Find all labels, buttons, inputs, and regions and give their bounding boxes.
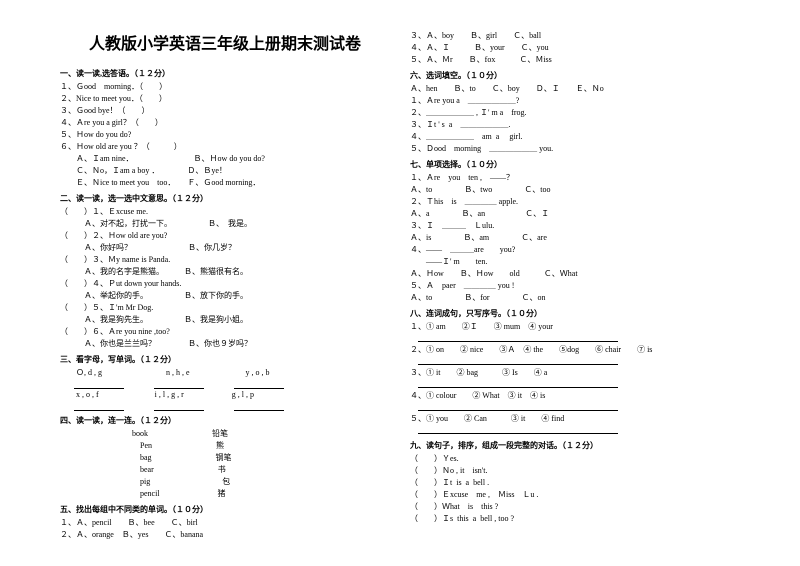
left-column: 人教版小学英语三年级上册期末测试卷 一、读一读,选答语。（１２分） １、Ｇood… — [50, 30, 400, 536]
q: ６、Ｈow old are you ？（ ） — [60, 141, 390, 153]
answer-line — [410, 356, 740, 367]
q: Ａ、对不起，打扰一下。 Ｂ、 我是。 — [60, 218, 390, 230]
exam-title: 人教版小学英语三年级上册期末测试卷 — [60, 30, 390, 54]
section6-head: 六、选词填空。（１０分） — [410, 70, 740, 81]
q: x , o , f i , l , g , r g , l , p — [60, 389, 390, 401]
q: （ ）Ｅxcuse me , Ｍiss Ｌu . — [410, 489, 740, 501]
q: ３、Ａ、boy Ｂ、girl Ｃ、ball — [410, 30, 740, 42]
q: ３、① it ② bag ③ Is ④ a — [410, 367, 740, 379]
section7-head: 七、单项选择。（１０分） — [410, 159, 740, 170]
q: Ａ、我是狗先生。 Ｂ、我是狗小姐。 — [60, 314, 390, 326]
q: （ ）４、Ｐut down your hands. — [60, 278, 390, 290]
q: book 铅笔 — [60, 428, 390, 440]
answer-line — [410, 425, 740, 436]
q: １、① am ②Ｉ ③ mum ④ your — [410, 321, 740, 333]
q: Ｅ、Ｎice to meet you too． Ｆ、Ｇood morning． — [60, 177, 390, 189]
q: （ ）Ｉs this a bell , too ? — [410, 513, 740, 525]
q: （ ）Ｙes. — [410, 453, 740, 465]
q: Pen 熊 — [60, 440, 390, 452]
q: ２、Ｔhis is ＿＿＿＿ apple. — [410, 196, 740, 208]
q: ５、Ｄood morning ＿＿＿＿＿＿ you. — [410, 143, 740, 155]
q: bear 书 — [60, 464, 390, 476]
q: Ａ、你好吗？ Ｂ、你几岁？ — [60, 242, 390, 254]
q: ５、Ａ、Ｍr Ｂ、fox Ｃ、Ｍiss — [410, 54, 740, 66]
q: Ａ、Ｉam nine． Ｂ、Ｈow do you do? — [60, 153, 390, 165]
q: ２、Nice to meet you．（ ） — [60, 93, 390, 105]
q: ３、Ｇood bye！（ ） — [60, 105, 390, 117]
section9-head: 九、读句子，排序，组成一段完整的对话。（１２分） — [410, 440, 740, 451]
q: １、Ａ、pencil Ｂ、bee Ｃ、birl — [60, 517, 390, 529]
section5-head: 五、找出每组中不同类的单词。（１０分） — [60, 504, 390, 515]
answer-line — [410, 379, 740, 390]
q: Ａ、to Ｂ、for Ｃ、on — [410, 292, 740, 304]
section8-head: 八、连词成句，只写序号。（１０分） — [410, 308, 740, 319]
q: （ ）２、Ｈow old are you? — [60, 230, 390, 242]
q: Ａ、举起你的手。 Ｂ、放下你的手。 — [60, 290, 390, 302]
q: （ ）６、Ａre you nine ,too? — [60, 326, 390, 338]
q: Ａ、你也是兰兰吗？ Ｂ、你也９岁吗？ — [60, 338, 390, 350]
q: ３、Ｉt ' s a ＿＿＿＿＿＿. — [410, 119, 740, 131]
q: （ ）Ｉt is a bell . — [410, 477, 740, 489]
q: Ａ、is Ｂ、am Ｃ、are — [410, 232, 740, 244]
blank-row — [74, 401, 390, 411]
q: ４、＿＿＿＿＿＿ am a girl. — [410, 131, 740, 143]
q: Ａ、a Ｂ、an Ｃ、Ｉ — [410, 208, 740, 220]
q: Ａ、to Ｂ、two Ｃ、too — [410, 184, 740, 196]
q: Ａ、我的名字是熊猫。 Ｂ、熊猫很有名。 — [60, 266, 390, 278]
section2-head: 二、读一读，选一选中文意思。（１２分） — [60, 193, 390, 204]
answer-line — [410, 333, 740, 344]
q: （ ）Ｗhat is this ? — [410, 501, 740, 513]
q: （ ）１、Ｅxcuse me. — [60, 206, 390, 218]
q: ４、Ａre you a girl？（ ） — [60, 117, 390, 129]
q: １、Ｇood morning．（ ） — [60, 81, 390, 93]
q: ５、Ｈow do you do? — [60, 129, 390, 141]
q: bag 钢笔 — [60, 452, 390, 464]
q: （ ）３、Ｍy name is Panda. — [60, 254, 390, 266]
q: ——Ｉ' m ten. — [410, 256, 740, 268]
right-column: ３、Ａ、boy Ｂ、girl Ｃ、ball ４、Ａ、Ｉ Ｂ、your Ｃ、you… — [400, 30, 750, 536]
section4-head: 四、读一读，连一连。（１２分） — [60, 415, 390, 426]
q: １、Ａre you a ＿＿＿＿＿＿? — [410, 95, 740, 107]
q: ２、Ａ、orange Ｂ、yes Ｃ、banana — [60, 529, 390, 541]
q: ５、Ａ paer ＿＿＿＿ you ! — [410, 280, 740, 292]
q: （ ）５、Ｉ'm Mr Dog. — [60, 302, 390, 314]
blank-row — [74, 379, 390, 389]
q: ２、＿＿＿＿＿＿ , Ｉ' m a frog. — [410, 107, 740, 119]
section1-head: 一、读一读,选答语。（１２分） — [60, 68, 390, 79]
q: １、Ａre you ten , ——？ — [410, 172, 740, 184]
q: ４、① colour ② What ③ it ④ is — [410, 390, 740, 402]
q: Ｏ, d , g n , h , e y , o , b — [60, 367, 390, 379]
q: （ ）Ｎo , it isn't. — [410, 465, 740, 477]
q: ３、Ｉ ＿＿＿ Ｌulu. — [410, 220, 740, 232]
q: Ａ、hen Ｂ、to Ｃ、boy Ｄ、Ｉ Ｅ、Ｎo — [410, 83, 740, 95]
q: pig 包 — [60, 476, 390, 488]
q: ２、① on ② nice ③Ａ ④ the ⑤dog ⑥ chair ⑦ is — [410, 344, 740, 356]
q: ４、—— ＿＿＿are you? — [410, 244, 740, 256]
q: Ｃ、Ｎo，Ｉam a boy ． Ｄ、Ｂye！ — [60, 165, 390, 177]
q: pencil 猪 — [60, 488, 390, 500]
answer-line — [410, 402, 740, 413]
section3-head: 三、看字母，写单词。（１２分） — [60, 354, 390, 365]
q: ４、Ａ、Ｉ Ｂ、your Ｃ、you — [410, 42, 740, 54]
q: Ａ、Ｈow Ｂ、Ｈow old Ｃ、Ｗhat — [410, 268, 740, 280]
q: ５、① you ② Can ③ it ④ find — [410, 413, 740, 425]
